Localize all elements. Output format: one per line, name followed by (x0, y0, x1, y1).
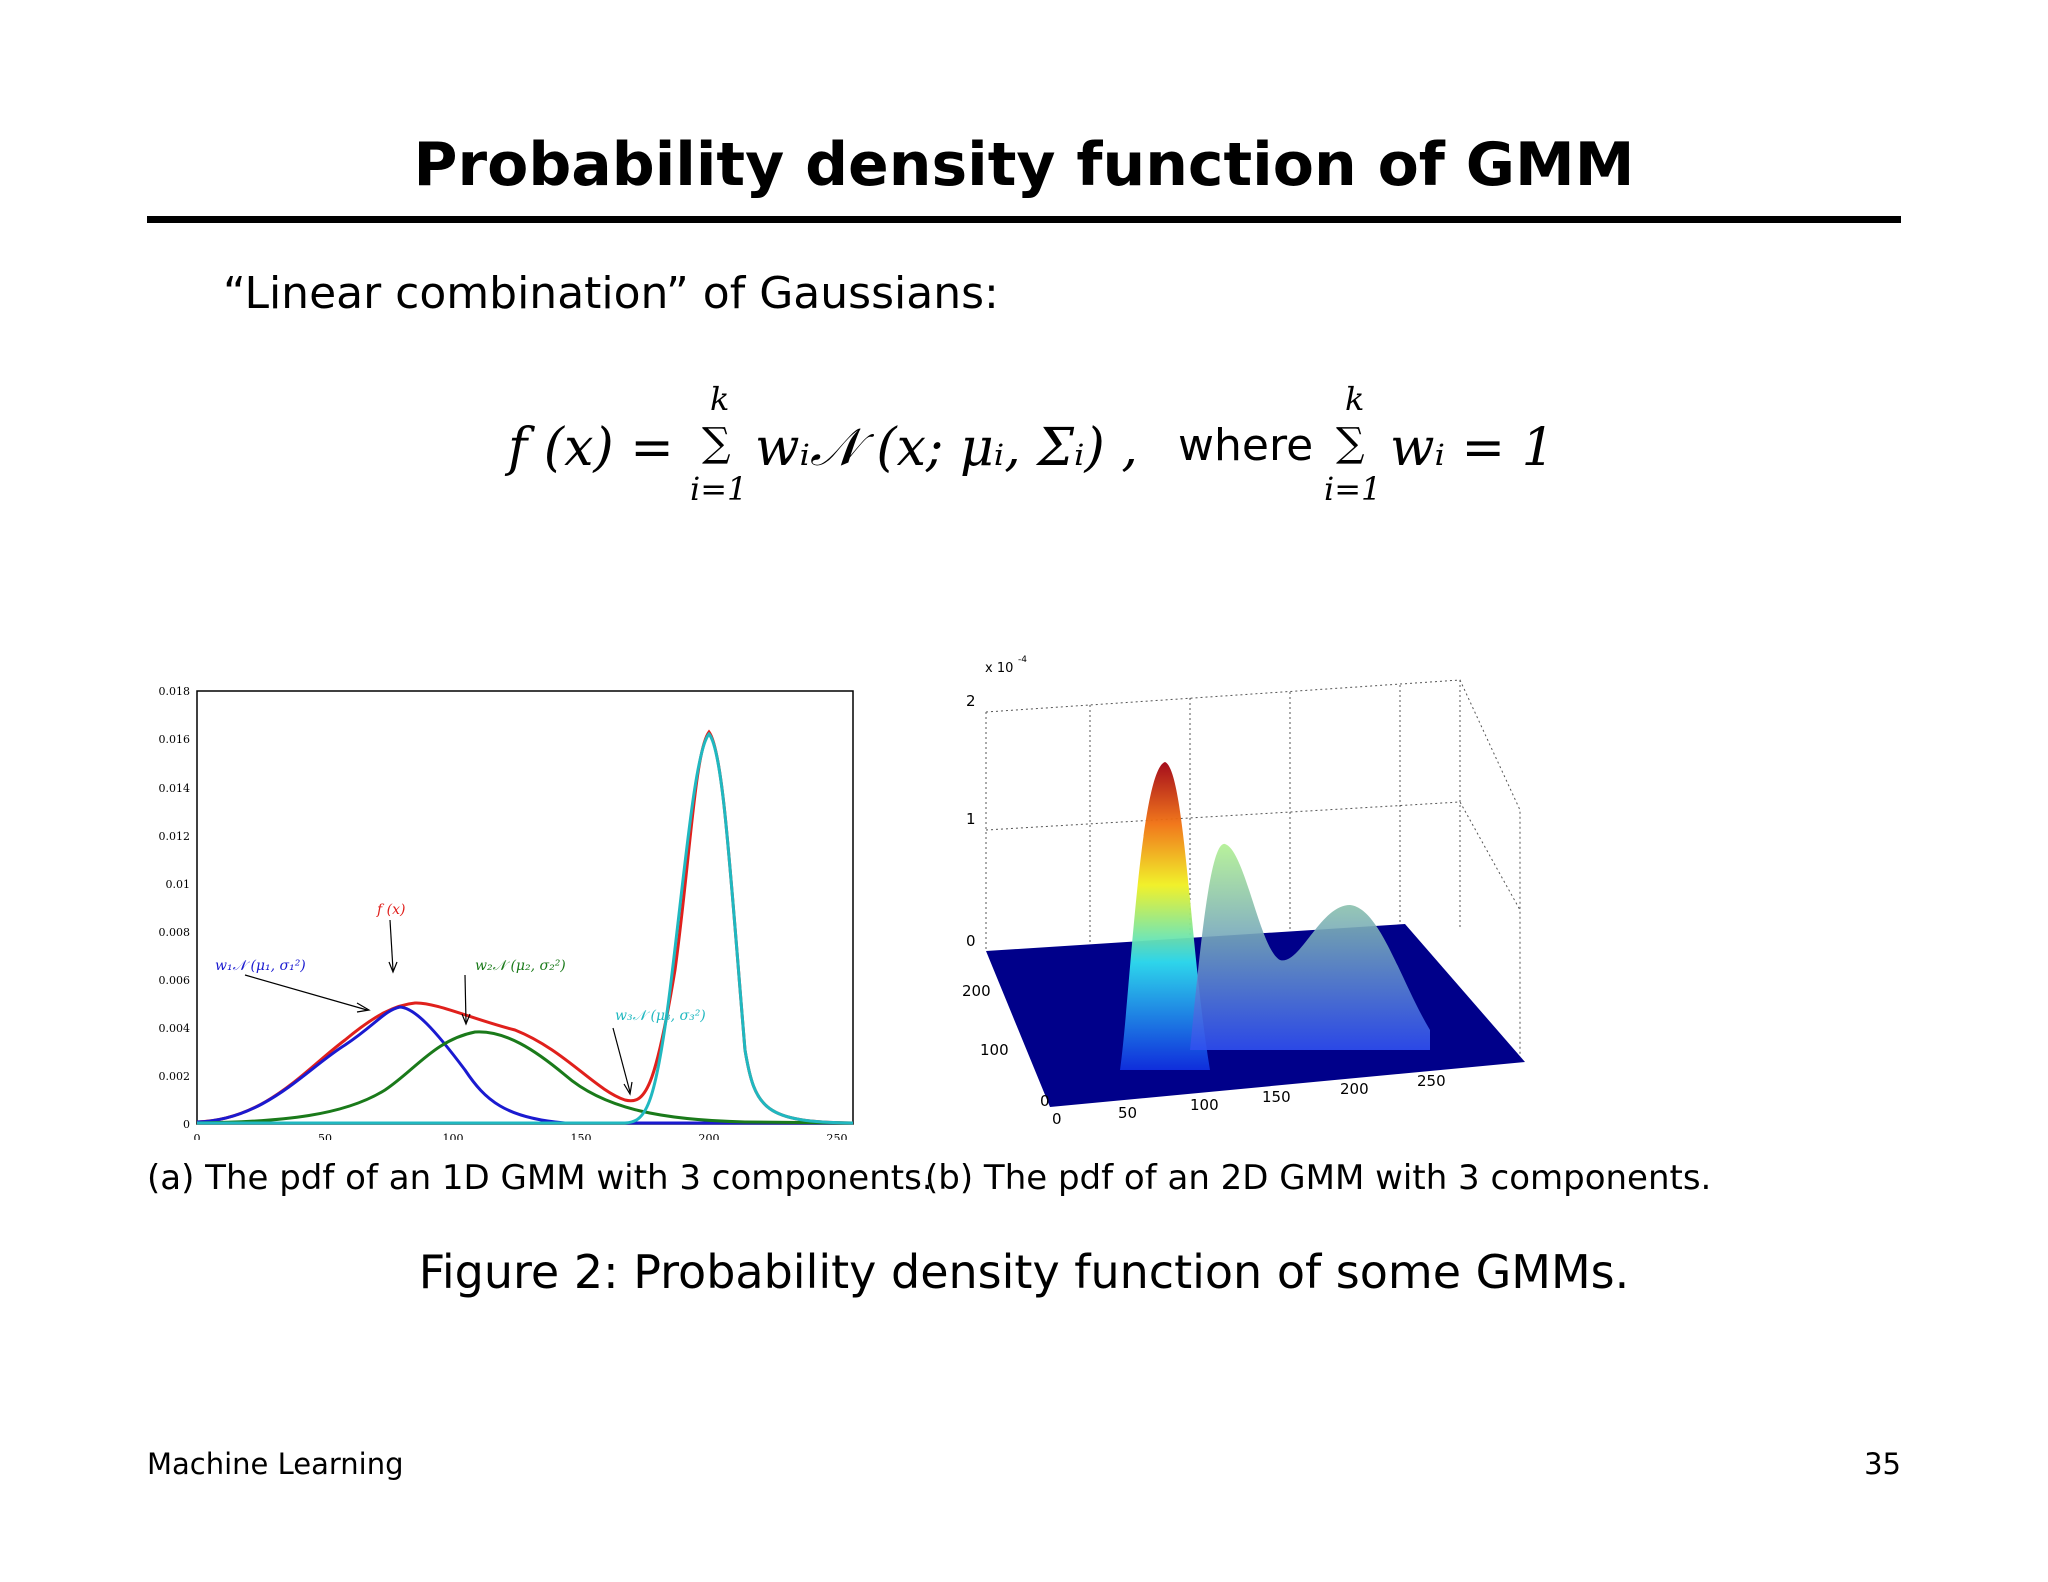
y-axis-ticks: 0.018 0.016 0.014 0.012 0.01 0.008 0.006 0.00… (159, 685, 191, 1131)
svg-text:0.018: 0.018 (159, 685, 191, 698)
label-fx: f (x) (376, 902, 405, 918)
svg-text:0.004: 0.004 (159, 1022, 191, 1035)
svg-text:2: 2 (966, 692, 976, 710)
footer-course: Machine Learning (147, 1447, 404, 1481)
sum-icon-2: ∑ (1336, 420, 1365, 466)
sum-lower: i=1 (690, 470, 748, 508)
svg-text:50: 50 (1118, 1104, 1137, 1122)
label-w1: w₁𝒩 (μ₁, σ₁²) (215, 958, 306, 974)
z-axis-ticks: 2 1 0 (966, 692, 976, 950)
svg-text:250: 250 (827, 1132, 848, 1140)
formula-where: where (1178, 420, 1314, 471)
z-scale-label: x 10 (985, 661, 1013, 676)
subcaption-a: (a) The pdf of an 1D GMM with 3 componen… (147, 1158, 933, 1198)
intro-text: “Linear combination” of Gaussians: (223, 268, 999, 319)
svg-text:0: 0 (194, 1132, 201, 1140)
svg-text:200: 200 (962, 982, 991, 1000)
sum-upper-2: k (1345, 380, 1365, 418)
label-w2: w₂𝒩 (μ₂, σ₂²) (475, 958, 566, 974)
svg-text:0.016: 0.016 (159, 733, 191, 746)
sum-icon: ∑ (702, 420, 731, 466)
svg-text:0: 0 (183, 1118, 190, 1131)
svg-text:0.008: 0.008 (159, 926, 191, 939)
svg-text:0: 0 (966, 932, 976, 950)
svg-text:0: 0 (1052, 1110, 1062, 1128)
sum-upper: k (710, 380, 730, 418)
svg-text:100: 100 (980, 1041, 1009, 1059)
svg-text:0.002: 0.002 (159, 1070, 191, 1083)
label-w3: w₃𝒩 (μ₃, σ₃²) (615, 1008, 706, 1024)
svg-text:150: 150 (571, 1132, 592, 1140)
svg-text:-4: -4 (1018, 655, 1027, 665)
svg-text:0: 0 (1040, 1092, 1050, 1110)
page-number: 35 (1864, 1447, 1901, 1481)
y-axis-ticks: 200 100 0 (962, 982, 1050, 1110)
svg-text:200: 200 (699, 1132, 720, 1140)
chart-2d-gmm-surface: x 10 -4 2 1 0 200 100 0 0 50 100 150 200 250 (962, 655, 1525, 1128)
figure-caption: Figure 2: Probability density function o… (418, 1245, 1630, 1299)
formula-term: wᵢ𝒩 (x; μᵢ, Σᵢ) , (755, 418, 1138, 478)
svg-text:50: 50 (318, 1132, 332, 1140)
svg-text:0.01: 0.01 (166, 878, 191, 891)
title-divider (147, 216, 1901, 223)
svg-text:150: 150 (1262, 1088, 1291, 1106)
svg-text:0.012: 0.012 (159, 830, 191, 843)
svg-text:0.014: 0.014 (159, 782, 191, 795)
svg-text:250: 250 (1417, 1072, 1446, 1090)
formula-rhs: wᵢ = 1 (1390, 418, 1555, 478)
formula-lhs: f (x) = (508, 418, 674, 478)
svg-text:1: 1 (966, 810, 976, 828)
svg-text:0.006: 0.006 (159, 974, 191, 987)
svg-text:200: 200 (1340, 1080, 1369, 1098)
svg-text:100: 100 (443, 1132, 464, 1140)
subcaption-b: (b) The pdf of an 2D GMM with 3 componen… (925, 1158, 1712, 1198)
chart-1d-gmm: 0.018 0.016 0.014 0.012 0.01 0.008 0.006 0.00… (159, 685, 854, 1140)
sum-lower-2: i=1 (1324, 470, 1382, 508)
gmm-formula: f (x) = k ∑ i=1 wᵢ𝒩 (x; μᵢ, Σᵢ) , where … (500, 380, 1560, 510)
slide-title: Probability density function of GMM (413, 130, 1635, 200)
svg-text:100: 100 (1190, 1096, 1219, 1114)
x-axis-ticks: 0 50 100 150 200 250 (1052, 1072, 1446, 1128)
x-axis-ticks: 0 50 100 150 200 250 (194, 1132, 848, 1140)
